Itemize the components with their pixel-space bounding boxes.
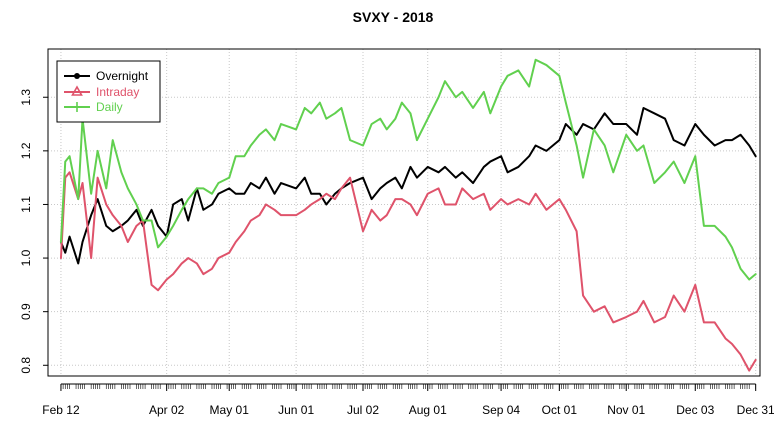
x-tick-label: Dec 03 <box>676 403 714 417</box>
x-tick-label: Feb 12 <box>42 403 80 417</box>
series-line-overnight <box>59 106 757 265</box>
legend-label-overnight: Overnight <box>96 69 149 83</box>
chart-title: SVXY - 2018 <box>353 9 434 25</box>
legend-label-daily: Daily <box>96 100 123 114</box>
y-tick-label: 1.2 <box>19 142 33 159</box>
y-tick-label: 0.8 <box>19 357 33 374</box>
legend-label-intraday: Intraday <box>96 85 139 99</box>
series-group <box>59 58 757 372</box>
axes: 0.8 0.9 1.0 1.1 1.2 1.3 Feb 12 Apr 02 May 01 Jun … <box>19 89 774 417</box>
x-tick-label: Jul 02 <box>347 403 379 417</box>
y-tick-label: 1.0 <box>19 249 33 266</box>
x-tick-label: Apr 02 <box>149 403 185 417</box>
y-tick-label: 1.1 <box>19 196 33 213</box>
x-tick-label: Nov 01 <box>607 403 645 417</box>
plot-frame <box>47 48 761 377</box>
legend-marker-intraday <box>71 85 83 96</box>
x-tick-label: May 01 <box>210 403 250 417</box>
x-tick-label: Aug 01 <box>409 403 447 417</box>
x-tick-label: Sep 04 <box>482 403 520 417</box>
y-tick-label: 0.9 <box>19 303 33 320</box>
series-line-intraday <box>59 171 757 372</box>
legend-marker-daily <box>72 102 82 112</box>
x-tick-label: Jun 01 <box>278 403 314 417</box>
legend-marker-overnight <box>74 73 80 79</box>
series-line-daily <box>59 58 757 281</box>
y-tick-label: 1.3 <box>19 89 33 106</box>
x-tick-label: Oct 01 <box>542 403 578 417</box>
legend: Overnight Intraday Daily <box>56 60 161 123</box>
x-tick-label: Dec 31 <box>737 403 774 417</box>
